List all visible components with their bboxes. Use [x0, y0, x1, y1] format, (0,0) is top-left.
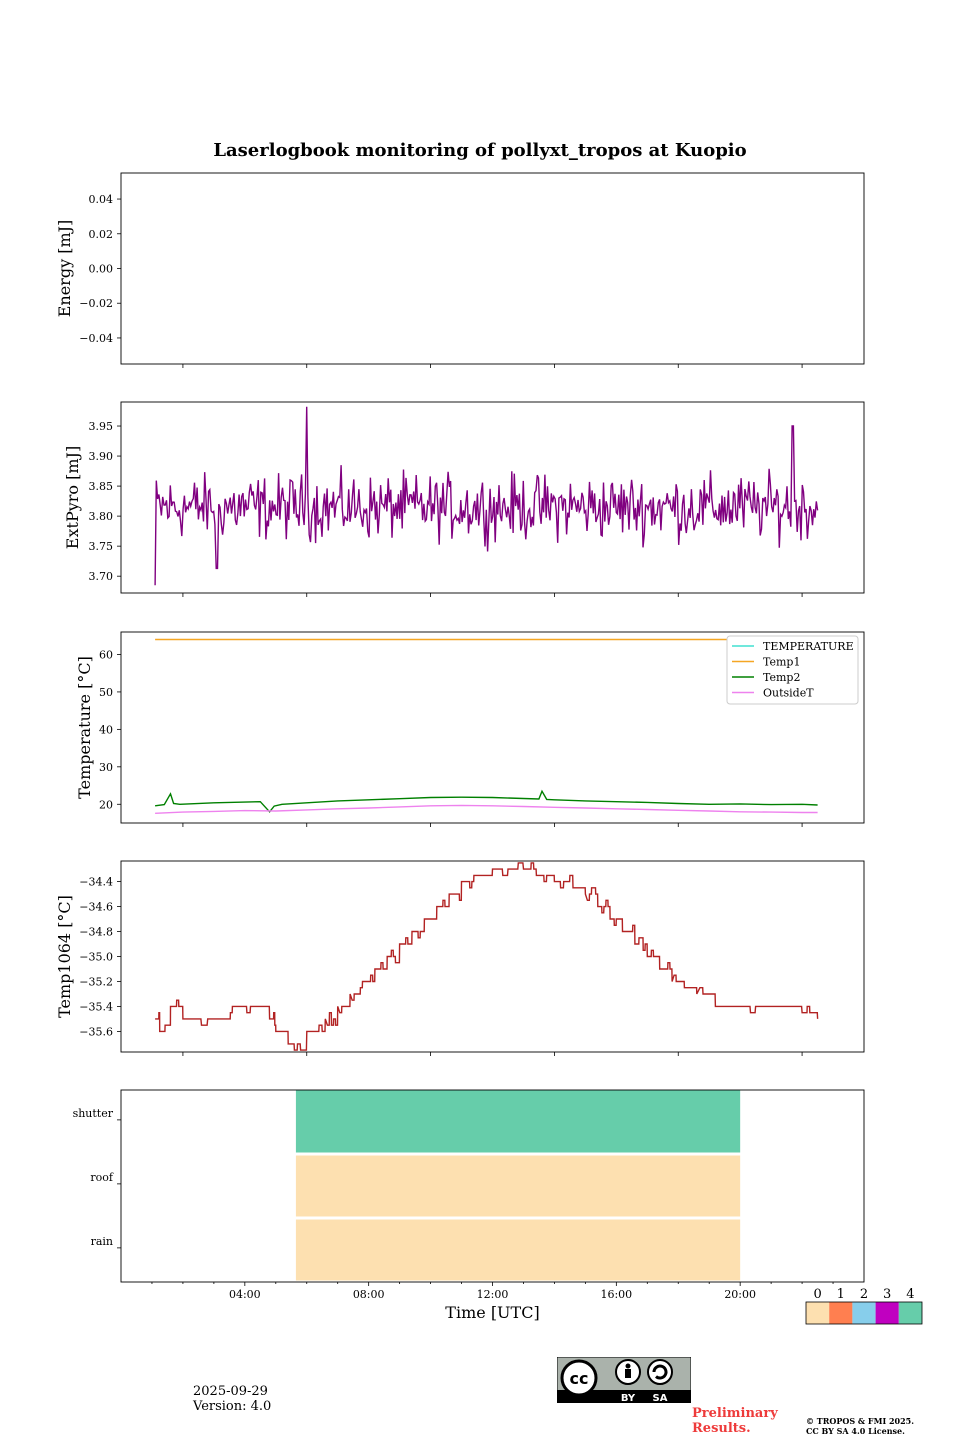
series-line-extpyro	[154, 406, 819, 586]
legend-label: OutsideT	[763, 687, 814, 700]
colorbar-label: 3	[883, 1287, 891, 1302]
y-tick-label: 0.02	[89, 228, 114, 241]
x-tick-label: 04:00	[229, 1288, 261, 1301]
y-tick-label: −34.6	[79, 901, 113, 914]
y-tick-label: 60	[99, 648, 113, 661]
x-tick-label: 16:00	[600, 1288, 632, 1301]
y-axis-label: Temperature [°C]	[75, 656, 94, 799]
legend-box	[726, 635, 859, 705]
y-axis-label: ExtPyro [mJ]	[63, 446, 82, 549]
preliminary-line2: Results.	[692, 1421, 751, 1436]
preliminary-line1: Preliminary	[692, 1406, 778, 1421]
colorbar-cell-2	[852, 1302, 876, 1324]
colorbar-label: 0	[813, 1287, 821, 1302]
status-segment-shutter	[295, 1090, 741, 1153]
y-tick-label: 3.75	[89, 540, 114, 553]
colorbar-cell-1	[829, 1302, 853, 1324]
chart-title: Laserlogbook monitoring of pollyxt_tropo…	[213, 140, 747, 161]
cc-circle-icon	[560, 1359, 598, 1397]
y-tick-label: −34.8	[79, 926, 113, 939]
cc-text: cc	[570, 1369, 589, 1388]
y-axis-label: Energy [mJ]	[55, 220, 74, 318]
colorbar-frame	[805, 1301, 923, 1325]
x-tick-label: 12:00	[477, 1288, 509, 1301]
axes-frame	[120, 1089, 865, 1283]
series-line-temp2	[155, 789, 818, 813]
y-tick-label: −35.6	[79, 1025, 113, 1038]
y-tick-label: 3.85	[89, 480, 114, 493]
row-label-roof: roof	[90, 1171, 114, 1184]
panel-1: −0.04 −0.02 0.00 0.02 0.04 Energy [mJ]	[55, 172, 865, 368]
y-tick-label: 3.70	[89, 570, 114, 583]
colorbar-cell-0	[806, 1302, 830, 1324]
axes-frame	[120, 172, 865, 365]
colorbar-label: 4	[906, 1287, 914, 1302]
axes-frame	[120, 401, 865, 594]
copyright-notice: © TROPOS & FMI 2025. CC BY SA 4.0 Licens…	[806, 1416, 914, 1436]
colorbar-label: 1	[837, 1287, 845, 1302]
y-tick-label: 40	[99, 723, 113, 736]
y-tick-label: −0.04	[79, 332, 113, 345]
y-tick-label: 3.95	[89, 420, 114, 433]
panel-5: shutter roof rain 04:00 08:00 12:00 16:00 20:00…	[73, 1089, 923, 1325]
y-tick-label: 50	[99, 686, 113, 699]
version-label: Version: 4.0	[193, 1399, 272, 1414]
colorbar-label: 2	[860, 1287, 868, 1302]
colorbar-cell-4	[898, 1302, 922, 1324]
axes-frame	[120, 631, 865, 824]
x-tick-label: 08:00	[353, 1288, 385, 1301]
copyright-line2: CC BY SA 4.0 License.	[806, 1426, 905, 1436]
y-tick-label: 0.00	[89, 263, 114, 276]
preliminary-notice: Preliminary Results.	[692, 1406, 778, 1436]
by-text: BY	[621, 1393, 636, 1403]
panel-4: −35.6 −35.4 −35.2 −35.0 −34.8 −34.6 −34.4 Temp1…	[55, 860, 865, 1056]
y-tick-label: 0.04	[89, 193, 114, 206]
y-tick-label: −35.0	[79, 951, 113, 964]
y-tick-label: 3.80	[89, 510, 114, 523]
sa-share-icon	[647, 1359, 673, 1385]
y-tick-label: −35.2	[79, 975, 113, 988]
legend-label: Temp1	[763, 656, 800, 669]
axes-frame	[120, 860, 865, 1053]
y-tick-label: 3.90	[89, 450, 114, 463]
x-tick-label: 20:00	[724, 1288, 756, 1301]
sa-text: SA	[653, 1393, 668, 1403]
row-label-rain: rain	[91, 1235, 113, 1248]
legend-label: Temp2	[763, 671, 800, 684]
copyright-line1: © TROPOS & FMI 2025.	[806, 1416, 915, 1426]
series-line-temp1064	[155, 862, 819, 1051]
colorbar-cell-3	[875, 1302, 899, 1324]
y-tick-label: −35.4	[79, 1000, 113, 1013]
y-axis-label: Temp1064 [°C]	[55, 895, 74, 1018]
panel-2: 3.70 3.75 3.80 3.85 3.90 3.95 ExtPyro [mJ]	[63, 401, 865, 597]
y-tick-label: 30	[99, 761, 113, 774]
y-tick-label: −34.4	[79, 876, 113, 889]
x-axis-label: Time [UTC]	[445, 1303, 539, 1322]
y-tick-label: −0.02	[79, 297, 113, 310]
status-segment-roof	[295, 1155, 741, 1217]
cc-license-badge: cc BY SA	[557, 1357, 691, 1403]
status-segment-rain	[295, 1219, 741, 1281]
panel-3: 20 30 40 50 60 Temperature [°C] TEMPERATURE Tem…	[75, 631, 865, 827]
series-line-outsidet	[155, 804, 818, 814]
y-tick-label: 20	[99, 798, 113, 811]
legend-label: TEMPERATURE	[763, 640, 854, 653]
row-label-shutter: shutter	[73, 1107, 114, 1120]
date-label: 2025-09-29	[193, 1384, 268, 1399]
